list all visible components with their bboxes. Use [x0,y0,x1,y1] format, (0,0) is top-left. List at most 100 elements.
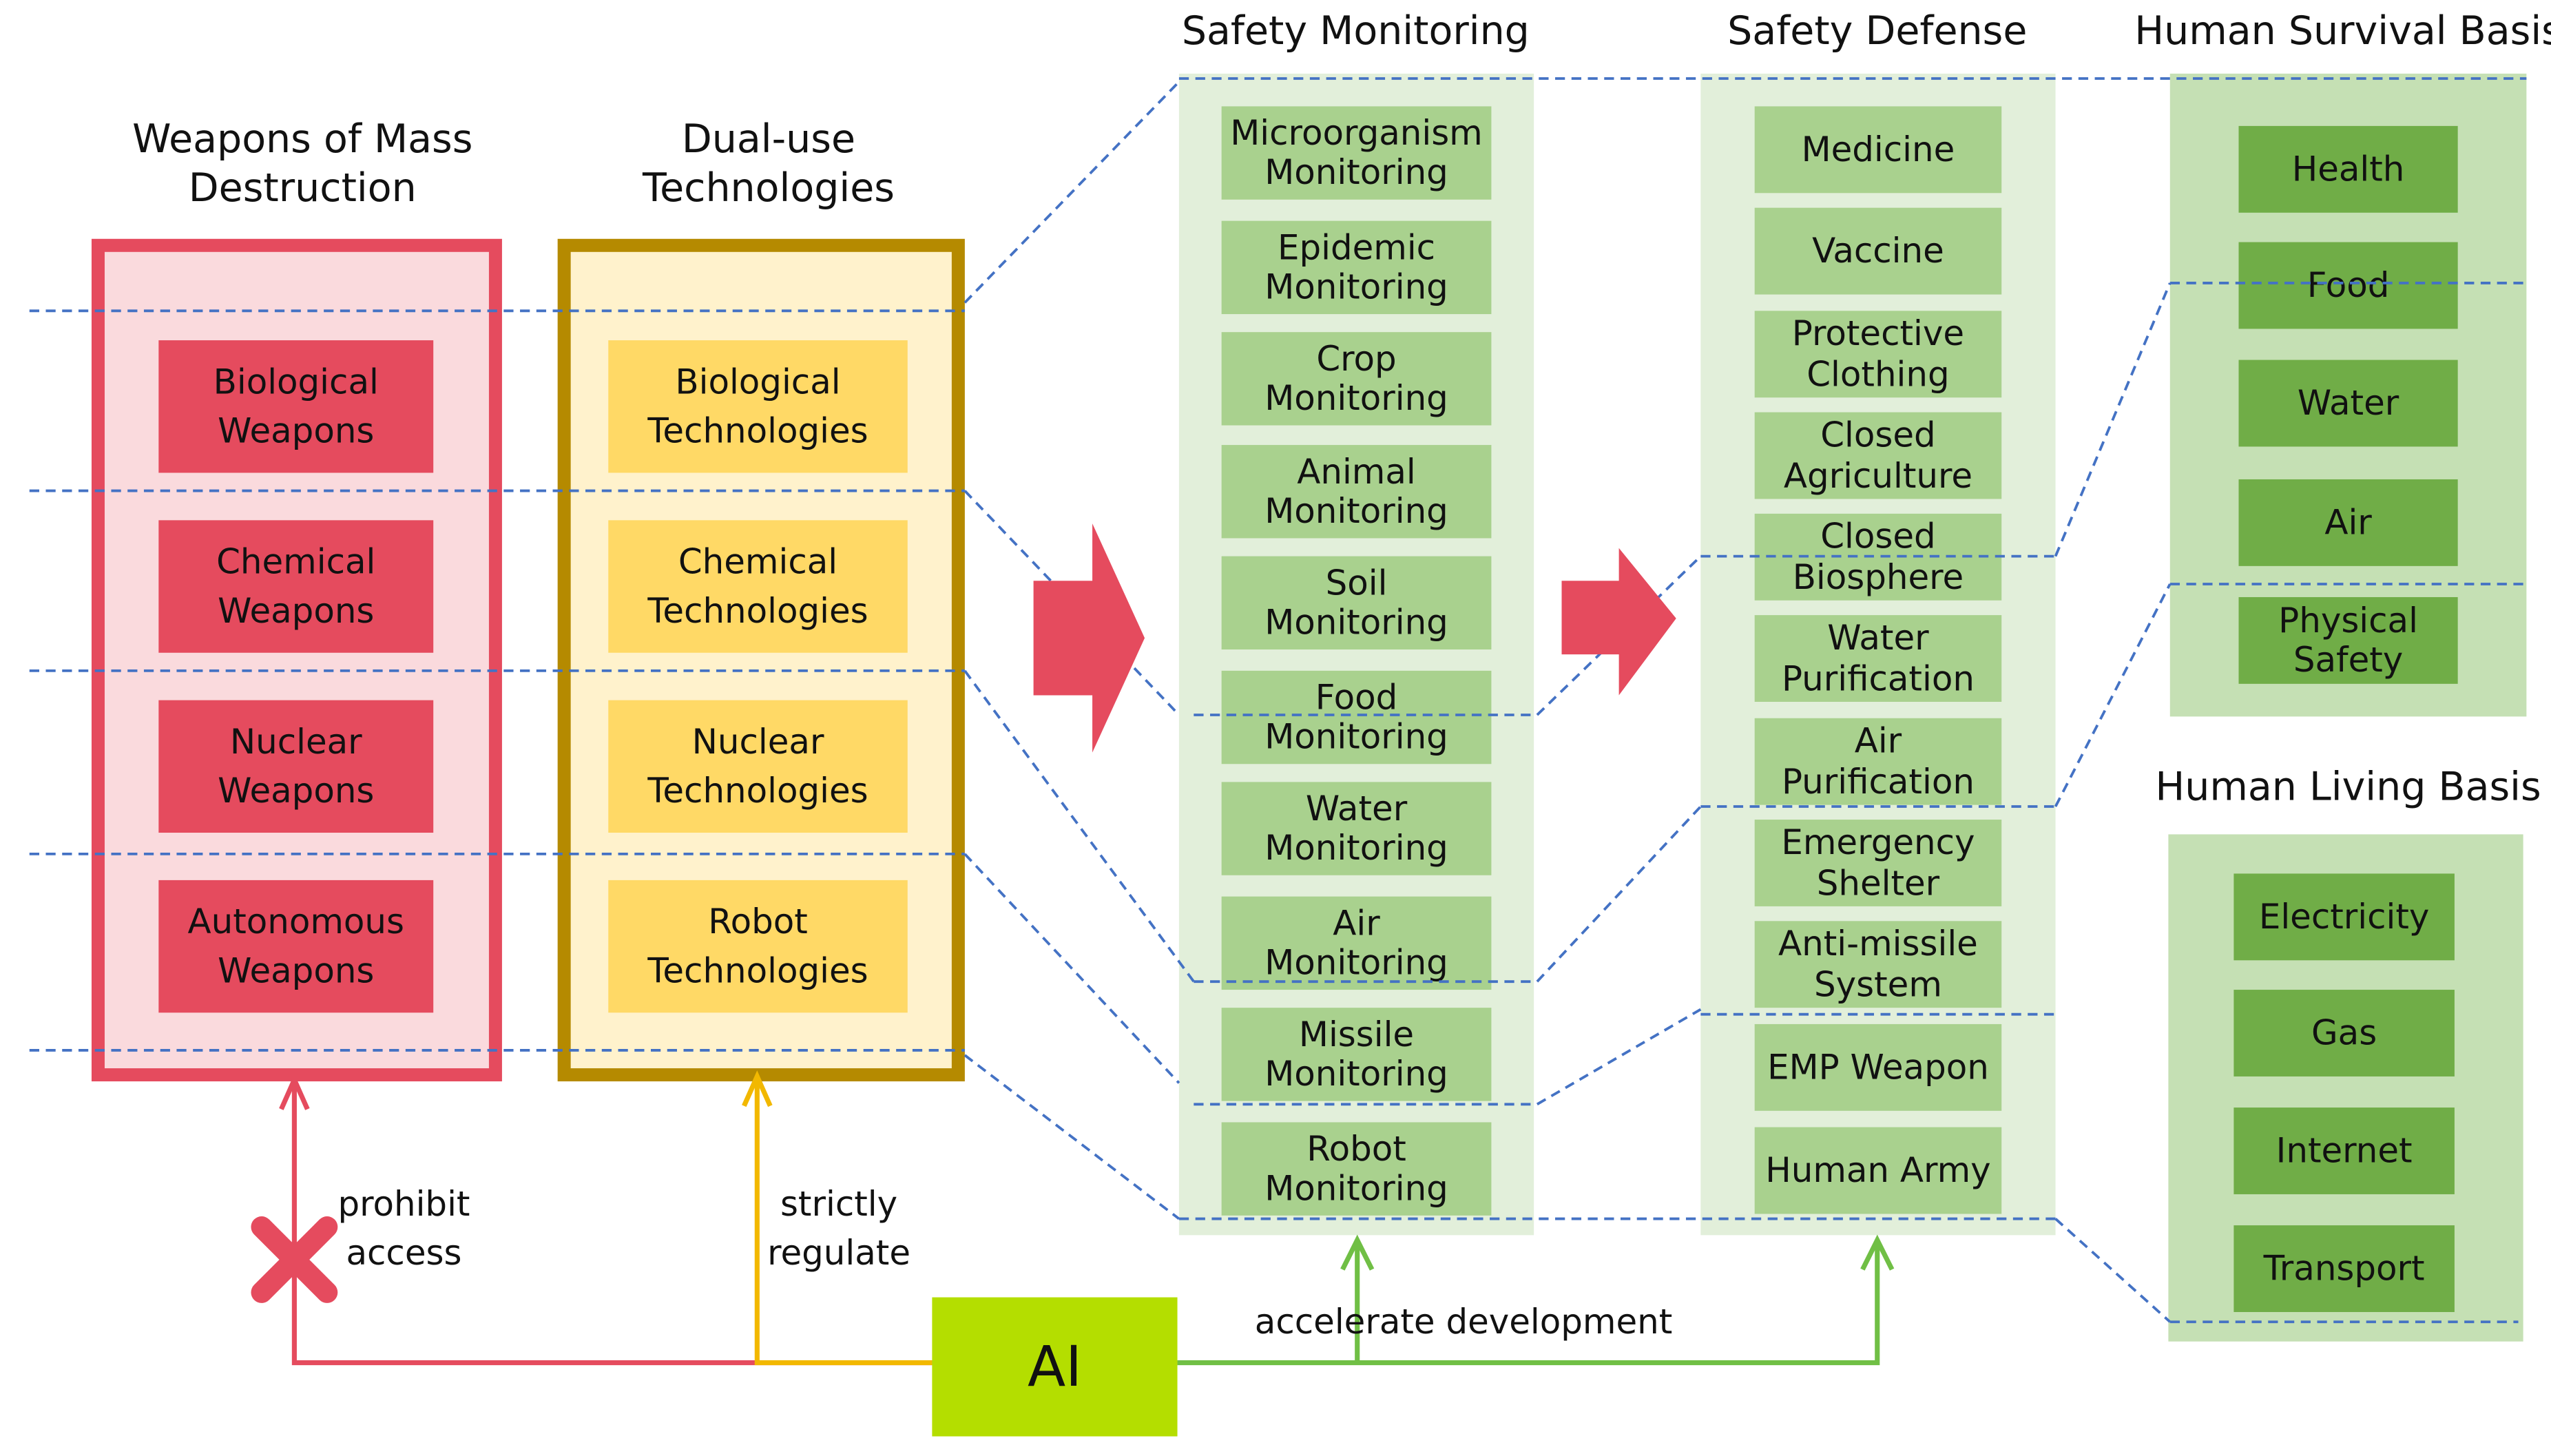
mapping-lines [29,77,2527,1324]
dual-item-label: Technologies [647,591,868,631]
defense-item-box [1754,106,2002,194]
survival-item-label: Health [2292,149,2405,189]
defense-item-label: Water [1827,618,1929,658]
defense-item-label: Emergency [1781,822,1975,862]
flow-arrow-icon [1561,548,1676,696]
defense-item-box [1754,1023,2002,1111]
defense-item-label: Anti-missile [1778,924,1978,964]
defense-title: Safety Defense [1727,8,2027,54]
defense-item-box [1754,615,2002,702]
monitoring-item-label: Crop [1316,339,1396,379]
living-item: Gas [2234,990,2455,1077]
wmd-item-box [158,520,434,653]
defense-item-box [1754,311,2002,398]
mapping-line [2054,583,2172,807]
wmd-item: Nuclear Weapons [158,700,434,833]
monitoring-item-label: Microorganism [1230,113,1482,153]
defense-item-label: Air [1855,721,1902,761]
dual-item: Nuclear Technologies [608,700,908,833]
prohibit-x-icon [251,1216,338,1303]
wmd-item-box [158,700,434,833]
arrowhead-icon [1860,1234,1895,1271]
wmd-item: Biological Weapons [158,340,434,473]
living-item-box [2234,873,2455,961]
prohibit-connector [291,1083,933,1366]
defense-item-box [1754,820,2002,906]
defense-item: Vaccine [1754,207,2002,295]
survival-item: Water [2238,360,2458,447]
living-item-box [2234,1107,2455,1194]
wmd-item-label: Autonomous [188,902,404,942]
wmd-item-label: Weapons [218,771,374,811]
dual-item-label: Robot [708,902,808,942]
living-item: Internet [2234,1107,2455,1194]
monitoring-item-label: Monitoring [1264,828,1448,868]
dual-item-label: Technologies [647,950,868,990]
defense-item-label: Closed [1820,517,1935,557]
dual-item-box [608,700,908,833]
dual-item-box [608,520,908,653]
monitoring-item-box [1221,782,1492,875]
dual-item-box [608,880,908,1013]
survival-item-label: Water [2298,383,2399,423]
ai-label: AI [1028,1335,1082,1400]
dual-item-label: Technologies [647,771,868,811]
monitoring-item-box [1221,896,1492,990]
living-item-box [2234,990,2455,1077]
monitoring-item-label: Food [1315,678,1398,718]
regulate-label: strictly [780,1184,897,1224]
monitoring-item-label: Monitoring [1264,942,1448,982]
defense-item-label: Purification [1782,762,1975,802]
regulate-connector [754,1079,933,1366]
monitoring-item-label: Monitoring [1264,491,1448,531]
living-title: Human Living Basis [2155,765,2541,810]
defense-item-label: Biosphere [1793,557,1964,597]
defense-item: Medicine [1754,106,2002,194]
wmd-item-label: Weapons [218,591,374,631]
monitoring-item-box [1221,1008,1492,1101]
monitoring-item-label: Air [1333,903,1380,943]
defense-column: MedicineVaccineProtectiveClothingClosedA… [1700,73,2056,1236]
defense-item-box [1754,412,2002,499]
mapping-line [964,1054,1180,1220]
survival-item: Air [2238,479,2458,566]
living-item-label: Gas [2311,1013,2377,1053]
monitoring-item-label: Monitoring [1264,152,1448,192]
living-item-label: Internet [2276,1131,2413,1171]
mapping-line [964,81,1180,304]
wmd-item: Chemical Weapons [158,520,434,653]
defense-item-label: Agriculture [1784,456,1972,496]
ai-node: AI [932,1297,1178,1437]
living-column: Electricity Gas Internet Transport [2168,834,2523,1342]
dual-item-label: Technologies [647,411,868,451]
living-item-label: Electricity [2259,897,2430,937]
wmd-item-label: Chemical [216,542,375,582]
prohibit-label: access [346,1233,461,1273]
monitoring-title: Safety Monitoring [1182,8,1530,54]
survival-item: Food [2238,242,2458,329]
develop-connector [1177,1243,1880,1366]
survival-item-box [2238,125,2458,213]
mapping-line [1536,805,1702,983]
wmd-column: Biological Weapons Chemical Weapons Nuclear W… [91,238,502,1082]
dual-item: Robot Technologies [608,880,908,1013]
arrowhead-icon [279,1073,310,1110]
survival-title: Human Survival Basis [2134,8,2551,54]
dual-item-label: Nuclear [692,722,824,762]
defense-item-label: Protective [1792,313,1964,353]
wmd-item-label: Nuclear [230,722,362,762]
defense-item-label: EMP Weapon [1767,1047,1989,1087]
monitoring-item-label: Epidemic [1278,227,1435,267]
survival-item-label: Physical [2278,601,2418,641]
dual-item: Chemical Technologies [608,520,908,653]
wmd-item-box [158,340,434,473]
